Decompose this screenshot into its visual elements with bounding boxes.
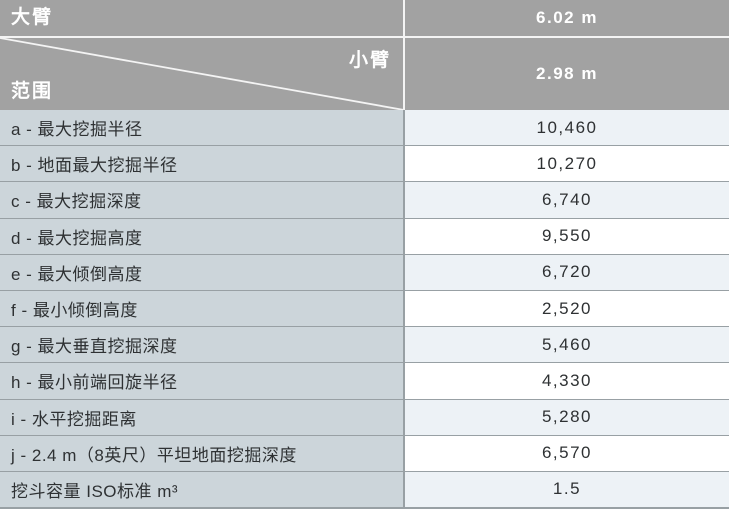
spec-value: 9,550 [405,218,729,254]
header-row-divider [0,36,729,38]
table-row: f - 最小倾倒高度 2,520 [0,290,729,328]
table-row: e - 最大倾倒高度 6,720 [0,254,729,291]
boom-value: 6.02 m [536,8,598,27]
spec-value: 6,570 [405,435,729,471]
spec-label: i - 水平挖掘距离 [0,399,405,435]
spec-label: a - 最大挖掘半径 [0,110,405,146]
spec-label: c - 最大挖掘深度 [0,182,405,218]
header-column-divider [403,0,405,110]
boom-label: 大臂 [11,7,54,28]
spec-label: b - 地面最大挖掘半径 [0,146,405,182]
spec-value: 2,520 [405,290,729,327]
arm-value: 2.98 m [536,64,598,83]
spec-label: d - 最大挖掘高度 [0,218,405,254]
spec-label: e - 最大倾倒高度 [0,254,405,290]
spec-value: 1.5 [405,471,729,508]
table-row: 挖斗容量 ISO标准 m³ 1.5 [0,471,729,510]
table-header: 大臂 6.02 m 小臂 范围 2.98 m [0,0,729,110]
spec-value: 10,270 [405,146,729,182]
table-row: d - 最大挖掘高度 9,550 [0,218,729,255]
spec-value: 4,330 [405,363,729,399]
table-row: j - 2.4 m（8英尺）平坦地面挖掘深度 6,570 [0,435,729,472]
arm-label: 小臂 [348,50,391,71]
range-label: 范围 [11,81,54,102]
spec-value: 5,460 [405,327,729,363]
spec-value: 5,280 [405,399,729,435]
spec-label: j - 2.4 m（8英尺）平坦地面挖掘深度 [0,435,405,471]
spec-label: f - 最小倾倒高度 [0,290,405,327]
spec-label: 挖斗容量 ISO标准 m³ [0,471,405,508]
table-row: c - 最大挖掘深度 6,740 [0,182,729,219]
spec-value: 10,460 [405,110,729,146]
table-row: h - 最小前端回旋半径 4,330 [0,363,729,400]
spec-label: g - 最大垂直挖掘深度 [0,327,405,363]
spec-value: 6,720 [405,254,729,290]
spec-value: 6,740 [405,182,729,218]
table-row: g - 最大垂直挖掘深度 5,460 [0,327,729,364]
spec-table-body: a - 最大挖掘半径 10,460 b - 地面最大挖掘半径 10,270 c … [0,110,729,510]
table-row: b - 地面最大挖掘半径 10,270 [0,146,729,183]
table-row: i - 水平挖掘距离 5,280 [0,399,729,436]
table-row: a - 最大挖掘半径 10,460 [0,110,729,147]
spec-label: h - 最小前端回旋半径 [0,363,405,399]
header-left-cell: 小臂 范围 [0,38,403,110]
